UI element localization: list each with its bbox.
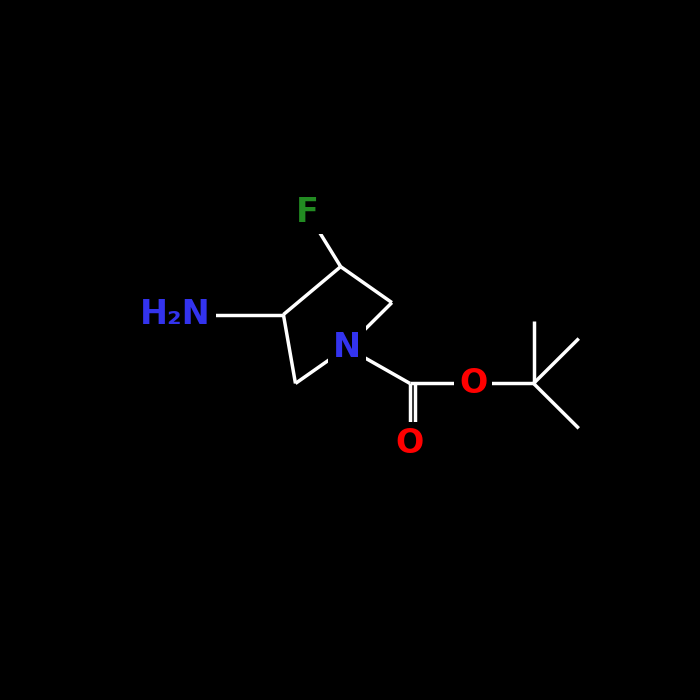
Text: O: O <box>396 427 424 460</box>
Text: O: O <box>459 367 487 400</box>
Text: F: F <box>296 196 319 230</box>
Text: H₂N: H₂N <box>140 298 211 331</box>
Text: N: N <box>332 331 360 364</box>
